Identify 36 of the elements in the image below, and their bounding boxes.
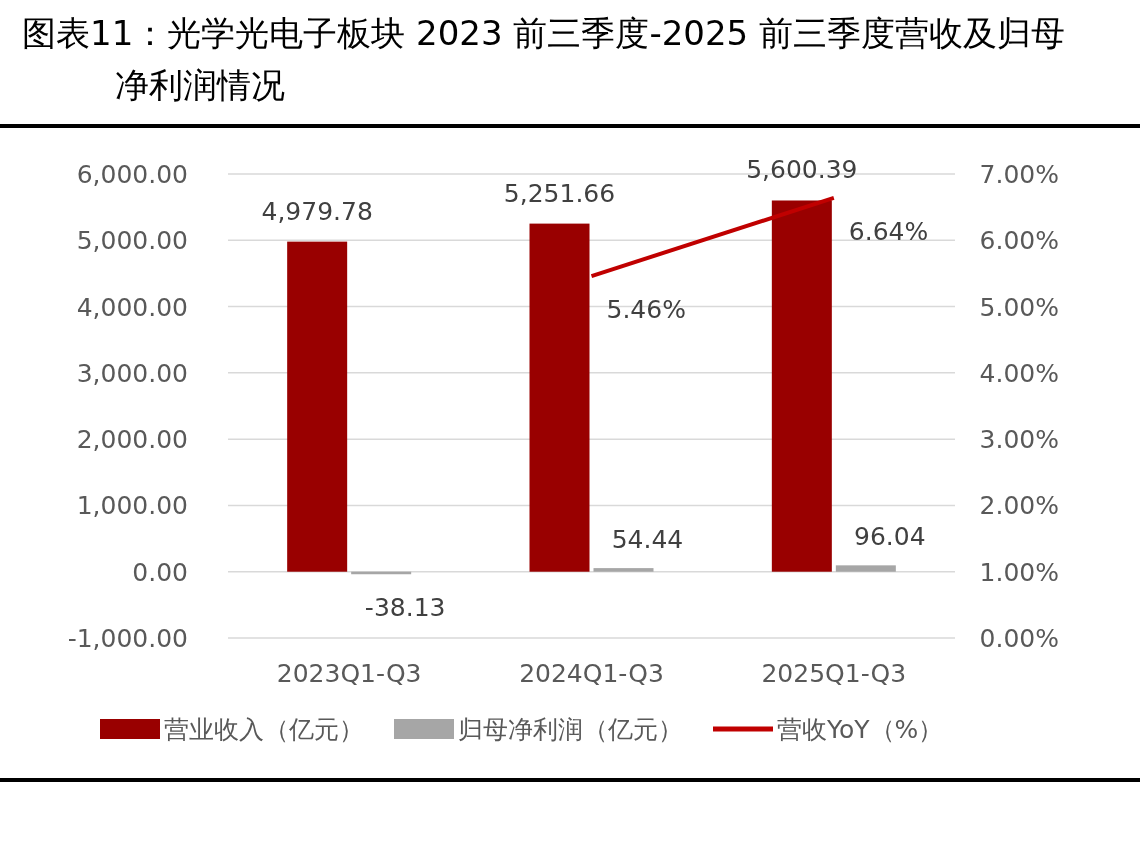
y-tick-label: 5,000.00 bbox=[76, 226, 188, 256]
y2-tick-label: 0.00% bbox=[979, 624, 1059, 653]
data-label: 5.46% bbox=[606, 295, 686, 325]
bar bbox=[771, 200, 832, 572]
y-tick-label: 6,000.00 bbox=[76, 160, 188, 189]
data-label: 6.64% bbox=[848, 216, 929, 246]
y2-tick-label: 7.00% bbox=[979, 160, 1059, 189]
data-label: 4,979.78 bbox=[261, 196, 373, 226]
y-tick-label: 3,000.00 bbox=[76, 358, 188, 388]
bar bbox=[593, 568, 654, 572]
y-tick-label: 0.00 bbox=[132, 557, 188, 587]
bar bbox=[287, 241, 348, 572]
y2-tick-label: 3.00% bbox=[979, 425, 1059, 455]
bar bbox=[529, 223, 590, 572]
y2-tick-label: 1.00% bbox=[979, 557, 1059, 587]
y-tick-label: 2,000.00 bbox=[76, 425, 188, 455]
data-label: 5,600.39 bbox=[746, 155, 858, 185]
y-tick-label: 1,000.00 bbox=[76, 491, 188, 521]
y2-tick-label: 5.00% bbox=[979, 292, 1059, 322]
data-label: 96.04 bbox=[854, 522, 926, 552]
legend-label: 归母净利润（亿元） bbox=[458, 715, 683, 744]
data-label: -38.13 bbox=[364, 592, 446, 622]
data-label: 54.44 bbox=[611, 525, 684, 555]
bar bbox=[835, 565, 896, 572]
legend-label: 营业收入（亿元） bbox=[164, 715, 364, 744]
x-tick-label: 2025Q1-Q3 bbox=[761, 659, 907, 688]
legend-label: 营收YoY（%） bbox=[777, 715, 944, 744]
y2-tick-label: 4.00% bbox=[979, 358, 1059, 388]
y2-tick-label: 6.00% bbox=[979, 226, 1059, 256]
x-tick-label: 2023Q1-Q3 bbox=[276, 659, 422, 688]
y2-tick-label: 2.00% bbox=[979, 491, 1059, 521]
data-label: 5,251.66 bbox=[503, 178, 616, 208]
title: 图表11：光学光电子板块 2023 前三季度-2025 前三季度营收及归母净利润情况 bbox=[22, 13, 1065, 105]
x-tick-label: 2024Q1-Q3 bbox=[519, 659, 664, 688]
y-tick-label: -1,000.00 bbox=[67, 624, 188, 653]
y-tick-label: 4,000.00 bbox=[76, 292, 188, 322]
